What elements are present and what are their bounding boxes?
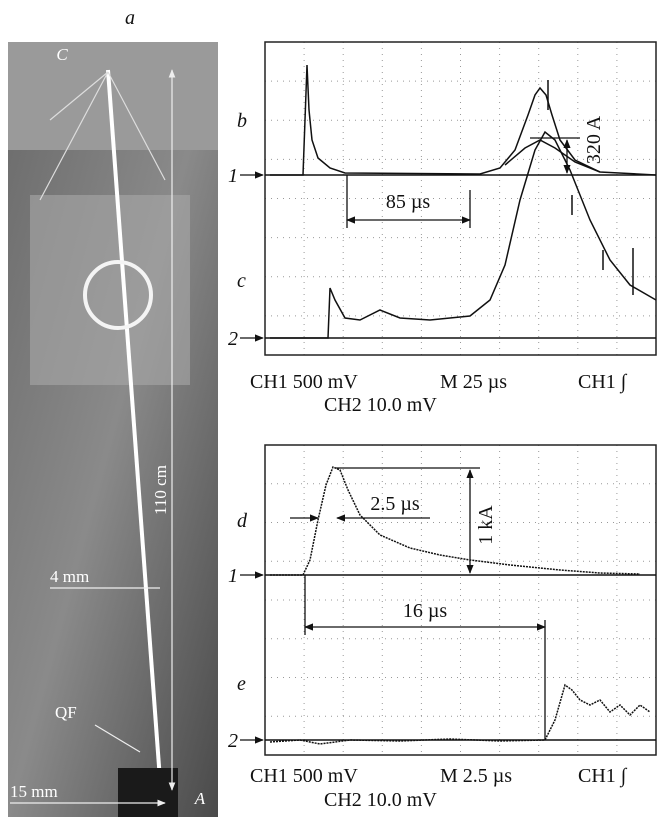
scope-frame	[264, 41, 657, 356]
annotation: 85 µs	[386, 191, 431, 213]
gap-label: 15 mm	[10, 782, 58, 801]
setting: CH1 ∫	[578, 371, 628, 394]
setting: CH2 10.0 mV	[324, 394, 437, 416]
fuse-pointer	[94, 724, 141, 753]
annotation: 1 kA	[475, 505, 497, 545]
channel-marker: 1	[228, 565, 238, 587]
scope-frame	[264, 444, 657, 756]
electrode-base	[118, 768, 178, 817]
scope-top: b c 1 2 85 µs 320 A CH1 500 mV M 25 µs C…	[228, 41, 657, 416]
setting: CH1 ∫	[578, 765, 628, 788]
photo: a 110 cm 4 mm QF C 15 mm A	[8, 7, 218, 817]
trace-label: c	[237, 270, 246, 292]
width-label: 4 mm	[50, 567, 89, 586]
trace-spikes	[547, 80, 634, 295]
loop	[83, 260, 153, 330]
setting: CH1 500 mV	[250, 371, 358, 393]
length-label: 110 cm	[151, 465, 170, 515]
trace-c	[270, 130, 657, 339]
trace-d	[270, 466, 641, 576]
electrode-c-label: C	[56, 45, 68, 64]
trace-b-second	[504, 139, 601, 173]
annotation: 16 µs	[403, 600, 448, 622]
trace-e	[269, 683, 651, 745]
discharge-channel	[106, 69, 162, 781]
fuse-label: QF	[55, 703, 77, 722]
trace-b	[270, 64, 657, 176]
electrode-a-label: A	[194, 789, 206, 808]
photo-background	[8, 42, 218, 817]
trace-label: b	[237, 110, 247, 132]
channel-marker: 2	[228, 730, 238, 752]
setting: M 25 µs	[440, 371, 507, 393]
channel-marker: 1	[228, 165, 238, 187]
annotation: 2.5 µs	[370, 493, 420, 515]
setting: M 2.5 µs	[440, 765, 512, 787]
setting: CH1 500 mV	[250, 765, 358, 787]
annotation: 320 A	[583, 115, 605, 164]
panel-label: a	[125, 7, 135, 29]
setting: CH2 10.0 mV	[324, 789, 437, 811]
trace-label: e	[237, 673, 246, 695]
channel-marker: 2	[228, 328, 238, 350]
trace-label: d	[237, 510, 248, 532]
wires	[39, 71, 166, 201]
scope-bottom: d e 1 2 2.5 µs 1 kA 16 µs CH1 500 mV M 2…	[228, 444, 657, 811]
photo-panel	[30, 195, 190, 385]
